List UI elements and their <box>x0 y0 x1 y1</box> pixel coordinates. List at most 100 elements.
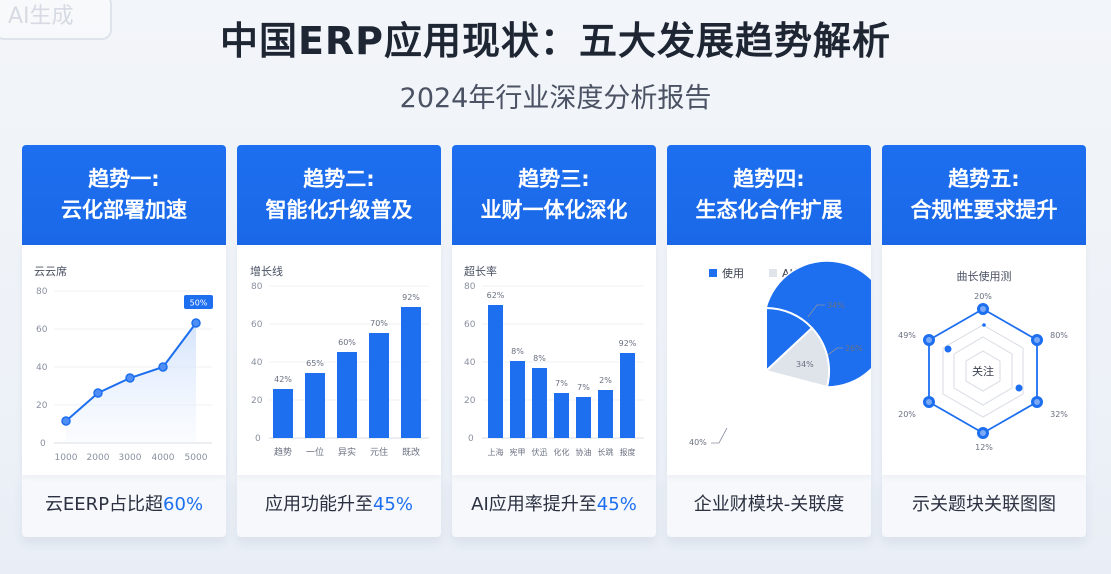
svg-text:42%: 42% <box>274 375 292 384</box>
svg-text:协油: 协油 <box>576 447 592 457</box>
trend-name: 智能化升级普及 <box>265 198 413 222</box>
svg-text:8%: 8% <box>533 354 546 363</box>
highlight-value: 45% <box>372 494 413 515</box>
svg-text:65%: 65% <box>306 359 324 368</box>
radar-center-label: 关注 <box>972 364 994 378</box>
y-axis: 80 60 40 20 0 <box>36 287 48 449</box>
chart-area: 增长线 80 60 40 20 0 <box>237 245 441 475</box>
svg-text:92%: 92% <box>619 339 637 348</box>
svg-text:70%: 70% <box>370 319 388 328</box>
ai-generated-badge: AI生成 <box>0 0 112 40</box>
svg-text:40: 40 <box>464 358 476 368</box>
trend-card-footer: 应用功能升至45% <box>237 475 441 537</box>
bar-chart: 超长率 80 60 40 20 0 <box>464 264 644 457</box>
trend-card-4: 趋势四: 生态化合作扩展 使用 AI使用率 <box>667 145 891 537</box>
pie-labels: 34% 26% 34% 40% <box>689 301 863 447</box>
svg-text:8%: 8% <box>511 347 524 356</box>
svg-text:3000: 3000 <box>119 453 142 463</box>
trend-card-footer: 云EERP占比超60% <box>22 475 226 537</box>
trend-card-header: 趋势四: 生态化合作扩展 <box>667 145 871 245</box>
data-points <box>61 318 201 426</box>
svg-text:26%: 26% <box>845 344 863 353</box>
svg-text:既改: 既改 <box>402 446 420 458</box>
svg-text:0: 0 <box>40 439 46 449</box>
svg-text:20: 20 <box>464 396 476 406</box>
svg-text:62%: 62% <box>487 291 505 300</box>
svg-text:化化: 化化 <box>554 447 570 457</box>
trend-cards: 趋势一: 云化部署加速 云云席 80 60 40 20 0 <box>22 145 1088 537</box>
line-chart: 云云席 80 60 40 20 0 <box>34 264 213 463</box>
svg-text:80: 80 <box>464 282 476 292</box>
svg-text:长跳: 长跳 <box>598 447 614 457</box>
trend-card-footer: 企业财模块-关联度 <box>667 475 871 537</box>
svg-text:20: 20 <box>36 401 48 411</box>
svg-text:34%: 34% <box>827 301 845 310</box>
bars <box>273 307 421 438</box>
svg-text:20%: 20% <box>974 292 992 301</box>
svg-text:20: 20 <box>251 396 263 406</box>
area-fill <box>66 323 196 443</box>
trend-number: 趋势三: <box>518 167 590 191</box>
data-labels: 42% 65% 60% 70% 92% <box>274 293 420 384</box>
pie-chart: 使用 AI使用率 34% 26% 34% 40% <box>689 260 891 447</box>
trend-name: 合规性要求提升 <box>910 198 1058 222</box>
x-axis: 上海 宪甲 伏迅 化化 协油 长跳 报度 <box>488 447 636 457</box>
svg-text:异实: 异实 <box>338 446 356 458</box>
trend-name: 业财一体化深化 <box>480 198 628 222</box>
highlight-value: 60% <box>163 494 204 515</box>
chart-area: 曲长使用测 <box>882 245 1086 475</box>
chart-title: 云云席 <box>34 264 67 278</box>
trend-card-header: 趋势五: 合规性要求提升 <box>882 145 1086 245</box>
bar-chart: 增长线 80 60 40 20 0 <box>250 264 429 458</box>
svg-text:80: 80 <box>251 282 263 292</box>
svg-text:40: 40 <box>36 363 48 373</box>
highlight-value: 45% <box>596 494 637 515</box>
svg-text:34%: 34% <box>796 360 814 369</box>
svg-text:元住: 元住 <box>370 446 388 458</box>
svg-text:2000: 2000 <box>87 453 110 463</box>
leader-lines <box>711 304 843 444</box>
svg-text:92%: 92% <box>402 293 420 302</box>
chart-area: 超长率 80 60 40 20 0 <box>452 245 656 475</box>
x-axis: 1000 2000 3000 4000 5000 <box>55 453 208 463</box>
trend-number: 趋势一: <box>88 167 160 191</box>
chart-area: 使用 AI使用率 34% 26% 34% 40% <box>667 245 891 475</box>
svg-text:60: 60 <box>36 325 48 335</box>
radar-inner-points <box>944 323 1023 392</box>
svg-text:伏迅: 伏迅 <box>532 447 548 457</box>
legend-swatch-ai <box>769 269 777 277</box>
svg-text:80%: 80% <box>1050 331 1068 340</box>
legend-swatch-usage <box>709 269 717 277</box>
svg-text:使用: 使用 <box>722 267 744 280</box>
svg-text:7%: 7% <box>577 383 590 392</box>
svg-text:60%: 60% <box>338 338 356 347</box>
trend-number: 趋势五: <box>948 167 1020 191</box>
svg-text:50%: 50% <box>190 299 208 308</box>
svg-text:4000: 4000 <box>152 453 175 463</box>
y-axis: 80 60 40 20 0 <box>251 282 263 444</box>
svg-text:一位: 一位 <box>306 446 324 458</box>
svg-text:12%: 12% <box>975 443 993 452</box>
trend-card-2: 趋势二: 智能化升级普及 增长线 80 60 40 20 0 <box>237 145 441 537</box>
trend-number: 趋势二: <box>303 167 375 191</box>
svg-text:宪甲: 宪甲 <box>510 447 526 457</box>
svg-text:20%: 20% <box>898 410 916 419</box>
trend-card-5: 趋势五: 合规性要求提升 曲长使用测 <box>882 145 1086 537</box>
trend-card-header: 趋势三: 业财一体化深化 <box>452 145 656 245</box>
chart-area: 云云席 80 60 40 20 0 <box>22 245 226 475</box>
svg-text:49%: 49% <box>898 331 916 340</box>
radar-grid <box>942 324 1024 418</box>
svg-text:60: 60 <box>251 320 263 330</box>
radar-chart: 曲长使用测 <box>898 270 1068 452</box>
trend-card-1: 趋势一: 云化部署加速 云云席 80 60 40 20 0 <box>22 145 226 537</box>
annotation-badge <box>184 295 213 309</box>
chart-title: 曲长使用测 <box>957 270 1012 283</box>
svg-text:40%: 40% <box>689 438 707 447</box>
svg-text:趋势: 趋势 <box>274 446 292 458</box>
svg-text:80: 80 <box>36 287 48 297</box>
trend-name: 生态化合作扩展 <box>695 198 843 222</box>
trend-number: 趋势四: <box>733 167 805 191</box>
chart-title: 超长率 <box>464 264 497 278</box>
trend-card-footer: 示关题块关联图图 <box>882 475 1086 537</box>
bars <box>488 305 635 438</box>
